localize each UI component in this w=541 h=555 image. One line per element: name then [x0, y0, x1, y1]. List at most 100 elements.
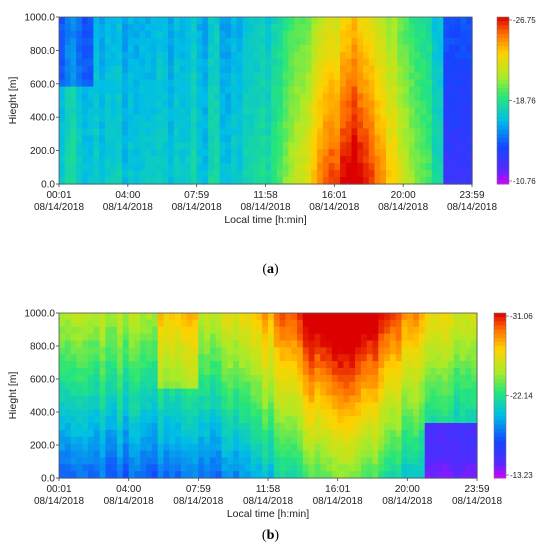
heatmap-b-cell — [111, 457, 118, 465]
heatmap-a-cell — [208, 79, 215, 88]
heatmap-a-cell — [99, 142, 106, 150]
heatmap-a-cell — [426, 51, 433, 60]
heatmap-a-cell — [145, 135, 152, 143]
heatmap-a-cell — [437, 121, 444, 129]
heatmap-b-cell — [430, 347, 437, 355]
heatmap-b-cell — [320, 354, 327, 362]
heatmap-a-cell — [340, 86, 347, 95]
heatmap-a-cell — [363, 170, 370, 178]
heatmap-a-cell — [127, 177, 135, 185]
heatmap-a-cell — [116, 121, 123, 129]
heatmap-b-cell — [128, 471, 136, 479]
heatmap-b-cell — [204, 347, 211, 355]
heatmap-b-cell — [285, 436, 292, 445]
heatmap-b-cell — [389, 333, 397, 342]
heatmap-b-cell — [111, 326, 118, 335]
heatmap-a-cell — [122, 177, 129, 185]
heatmap-a-cell — [391, 72, 399, 81]
heatmap-b-cell — [401, 340, 408, 348]
heatmap-a-cell — [380, 142, 387, 150]
heatmap-b-cell — [192, 333, 199, 342]
heatmap-a-cell — [271, 177, 278, 185]
heatmap-b-cell — [279, 423, 287, 431]
heatmap-a-cell — [173, 23, 181, 32]
heatmap-a-cell — [139, 128, 146, 136]
heatmap-a-cell — [397, 107, 404, 116]
heatmap-a-cell — [162, 23, 169, 32]
heatmap-b-cell — [447, 347, 455, 355]
heatmap-a-cell — [76, 135, 83, 143]
heatmap-b-cell — [378, 347, 385, 355]
heatmap-b-cell — [308, 450, 316, 458]
heatmap-a-cell — [380, 121, 387, 129]
heatmap-a-cell — [288, 149, 295, 157]
heatmap-b-cell — [337, 402, 345, 410]
heatmap-b-cell — [238, 436, 246, 445]
heatmap-a-cell — [145, 37, 152, 46]
heatmap-a-cell — [185, 149, 192, 157]
heatmap-b-cell — [198, 457, 205, 465]
heatmap-b-cell — [459, 319, 466, 328]
heatmap-b-cell — [151, 402, 159, 410]
heatmap-a-cell — [420, 128, 427, 136]
heatmap-b-cell — [256, 402, 263, 410]
heatmap-b-colorbar-step — [494, 387, 506, 392]
heatmap-a-cell — [397, 114, 404, 122]
heatmap-b-cell — [70, 423, 78, 431]
heatmap-a-cell — [380, 114, 387, 122]
heatmap-a-cell — [219, 86, 226, 95]
heatmap-b-cell — [146, 443, 153, 452]
heatmap-b-cell — [198, 429, 205, 438]
heatmap-b-cell — [59, 388, 66, 397]
heatmap-b-cell — [308, 361, 316, 369]
heatmap-a-cell — [87, 65, 95, 74]
heatmap-a-cell — [363, 72, 370, 81]
heatmap-b-cell — [163, 347, 170, 355]
heatmap-a-cell — [64, 37, 72, 46]
heatmap-b-cell — [146, 381, 153, 390]
heatmap-a-cell — [431, 156, 439, 164]
heatmap-a-cell — [340, 107, 347, 116]
heatmap-b-cell — [198, 436, 205, 445]
heatmap-b-cell — [442, 333, 449, 342]
heatmap-a-cell — [328, 51, 335, 60]
heatmap-b-cell — [471, 457, 478, 465]
heatmap-a-cell — [93, 170, 100, 178]
heatmap-a-cell — [190, 121, 198, 129]
heatmap-b-cell — [151, 457, 159, 465]
heatmap-a-cell — [185, 37, 192, 46]
heatmap-b-cell — [424, 340, 432, 348]
heatmap-a-cell — [385, 86, 393, 95]
heatmap-b-cell — [192, 471, 199, 479]
heatmap-b-cell — [256, 340, 263, 348]
heatmap-b-cell — [59, 471, 66, 479]
heatmap-b-cell — [372, 402, 379, 410]
heatmap-a-cell — [150, 30, 158, 39]
heatmap-b-cell — [314, 313, 321, 321]
heatmap-b-cell — [70, 361, 78, 369]
heatmap-b-cell — [418, 381, 426, 390]
heatmap-b-cell — [151, 436, 159, 445]
heatmap-b-cell — [233, 388, 240, 397]
heatmap-b-cell — [442, 347, 449, 355]
heatmap-a-cell — [385, 177, 393, 185]
heatmap-b-cell — [360, 423, 368, 431]
heatmap-b-cell — [76, 374, 83, 383]
heatmap-b-cell — [343, 436, 350, 445]
heatmap-a-cell — [248, 135, 255, 143]
heatmap-b-cell — [82, 340, 89, 348]
heatmap-a-cell — [116, 170, 123, 178]
heatmap-b-cell — [128, 429, 136, 438]
heatmap-a-cell — [150, 79, 158, 88]
heatmap-b-xtick-time: 04:00 — [116, 484, 141, 495]
heatmap-b-cell — [378, 471, 385, 479]
heatmap-b-cell — [355, 319, 362, 328]
heatmap-a-cell — [93, 128, 100, 136]
heatmap-a-cell — [271, 30, 278, 39]
heatmap-b-cell — [215, 450, 223, 458]
heatmap-a-cell — [93, 79, 100, 88]
heatmap-a-cell — [426, 37, 433, 46]
heatmap-a-cell — [351, 142, 358, 150]
heatmap-a-cell — [299, 156, 307, 164]
heatmap-b-cell — [447, 436, 455, 445]
